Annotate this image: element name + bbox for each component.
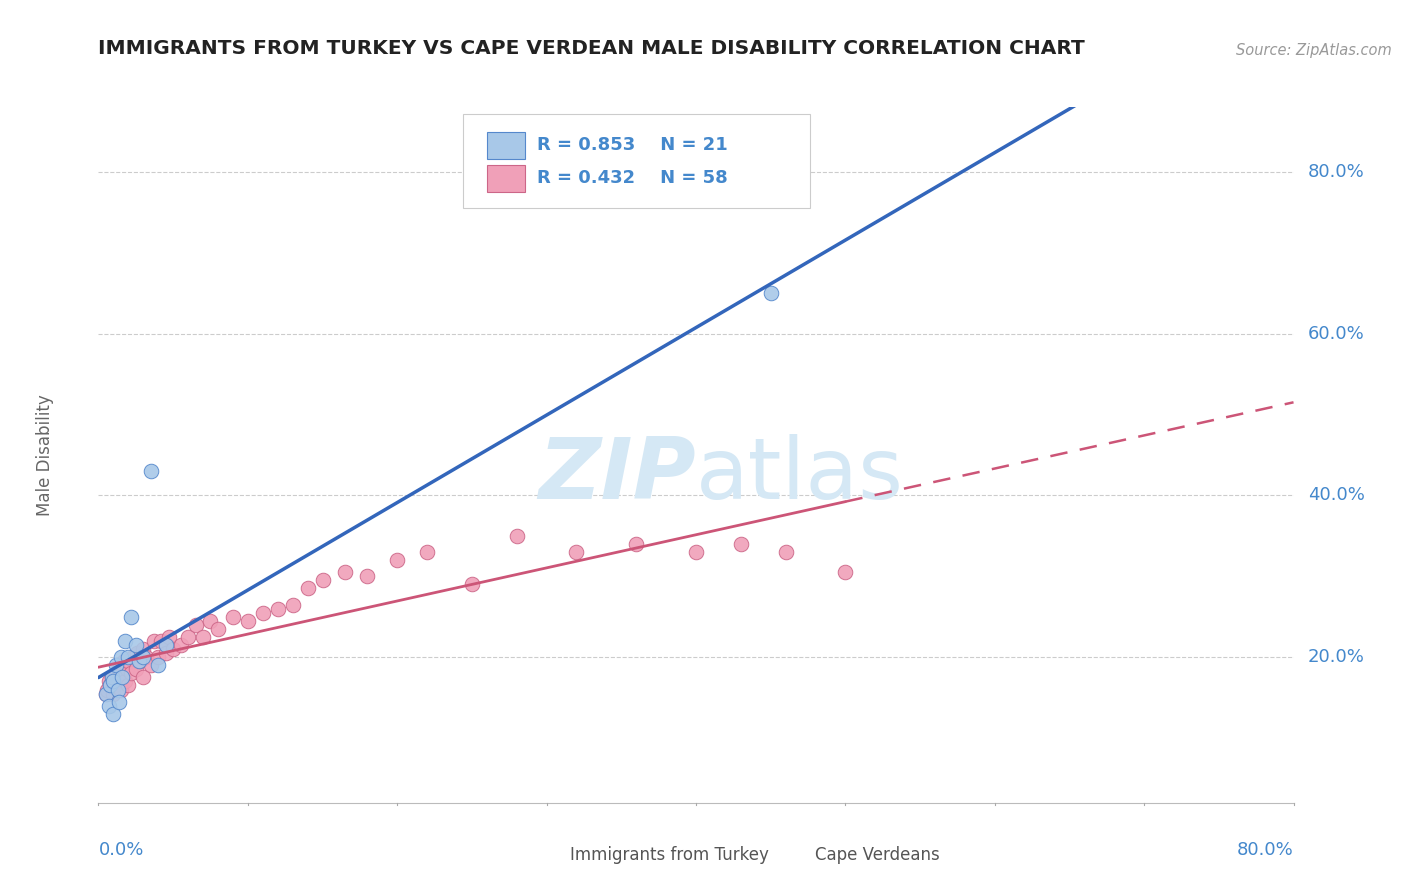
Point xyxy=(177,630,200,644)
Point xyxy=(155,638,177,652)
Point xyxy=(200,614,222,628)
Point xyxy=(252,606,274,620)
Point xyxy=(132,670,155,684)
Point xyxy=(139,658,162,673)
FancyBboxPatch shape xyxy=(526,842,565,867)
Point xyxy=(148,650,170,665)
Text: R = 0.853    N = 21: R = 0.853 N = 21 xyxy=(537,136,728,154)
Text: Cape Verdeans: Cape Verdeans xyxy=(815,846,941,864)
Text: 20.0%: 20.0% xyxy=(1308,648,1365,666)
Text: 0.0%: 0.0% xyxy=(98,841,143,859)
Point xyxy=(207,622,229,636)
Point xyxy=(125,638,148,652)
Point xyxy=(117,654,139,668)
FancyBboxPatch shape xyxy=(772,842,810,867)
Point xyxy=(135,650,157,665)
FancyBboxPatch shape xyxy=(486,132,524,159)
Point xyxy=(506,529,529,543)
Point xyxy=(730,537,752,551)
Point xyxy=(103,687,125,701)
Point xyxy=(107,682,129,697)
Point xyxy=(98,678,122,692)
Point xyxy=(222,609,245,624)
Point xyxy=(416,545,439,559)
Point xyxy=(624,537,647,551)
Point xyxy=(103,670,125,684)
Text: 80.0%: 80.0% xyxy=(1308,162,1365,181)
Point xyxy=(333,566,356,580)
FancyBboxPatch shape xyxy=(463,114,810,208)
Point xyxy=(117,650,139,665)
Point xyxy=(281,598,304,612)
Point xyxy=(114,674,136,689)
Point xyxy=(105,658,128,673)
Point xyxy=(139,464,162,478)
Point xyxy=(114,634,136,648)
Text: Male Disability: Male Disability xyxy=(35,394,53,516)
Point xyxy=(236,614,259,628)
Point xyxy=(104,678,127,692)
Point xyxy=(191,630,214,644)
Point xyxy=(685,545,707,559)
Point xyxy=(108,695,131,709)
Text: R = 0.432    N = 58: R = 0.432 N = 58 xyxy=(537,169,728,187)
Text: Source: ZipAtlas.com: Source: ZipAtlas.com xyxy=(1236,43,1392,58)
Text: atlas: atlas xyxy=(696,434,904,517)
Point xyxy=(97,698,120,713)
Text: ZIP: ZIP xyxy=(538,434,696,517)
Point xyxy=(111,666,134,681)
Point xyxy=(127,646,149,660)
Point xyxy=(132,650,155,665)
Point xyxy=(94,687,117,701)
FancyBboxPatch shape xyxy=(486,165,524,192)
Point xyxy=(115,662,138,676)
Point xyxy=(356,569,378,583)
Point xyxy=(267,601,290,615)
Point xyxy=(110,682,132,697)
Point xyxy=(107,674,129,689)
Point xyxy=(461,577,484,591)
Text: 40.0%: 40.0% xyxy=(1308,486,1365,504)
Point xyxy=(110,650,132,665)
Point xyxy=(98,678,122,692)
Point xyxy=(834,566,856,580)
Point xyxy=(565,545,588,559)
Point xyxy=(117,678,139,692)
Point xyxy=(121,650,143,665)
Point xyxy=(169,638,191,652)
Point xyxy=(103,706,125,721)
Point xyxy=(184,617,207,632)
Point xyxy=(111,670,134,684)
Point xyxy=(101,670,124,684)
Point xyxy=(775,545,797,559)
Point xyxy=(150,634,173,648)
Point xyxy=(112,654,135,668)
Point xyxy=(96,682,118,697)
Point xyxy=(155,646,177,660)
Text: Immigrants from Turkey: Immigrants from Turkey xyxy=(571,846,769,864)
Point xyxy=(94,687,117,701)
Point xyxy=(759,286,782,301)
Point xyxy=(108,662,131,676)
Point xyxy=(162,642,184,657)
Point xyxy=(101,670,124,684)
Point xyxy=(120,609,142,624)
Point xyxy=(385,553,409,567)
Point xyxy=(148,658,170,673)
Text: 80.0%: 80.0% xyxy=(1237,841,1294,859)
Point xyxy=(120,666,142,681)
Text: IMMIGRANTS FROM TURKEY VS CAPE VERDEAN MALE DISABILITY CORRELATION CHART: IMMIGRANTS FROM TURKEY VS CAPE VERDEAN M… xyxy=(98,39,1085,58)
Point xyxy=(297,582,319,596)
Point xyxy=(128,654,150,668)
Point xyxy=(129,654,152,668)
Point xyxy=(157,630,180,644)
Point xyxy=(125,662,148,676)
Text: 60.0%: 60.0% xyxy=(1308,325,1365,343)
Point xyxy=(311,574,333,588)
Point xyxy=(142,634,165,648)
Point xyxy=(103,674,125,689)
Point xyxy=(132,642,155,657)
Point xyxy=(97,674,120,689)
Point xyxy=(105,666,128,681)
